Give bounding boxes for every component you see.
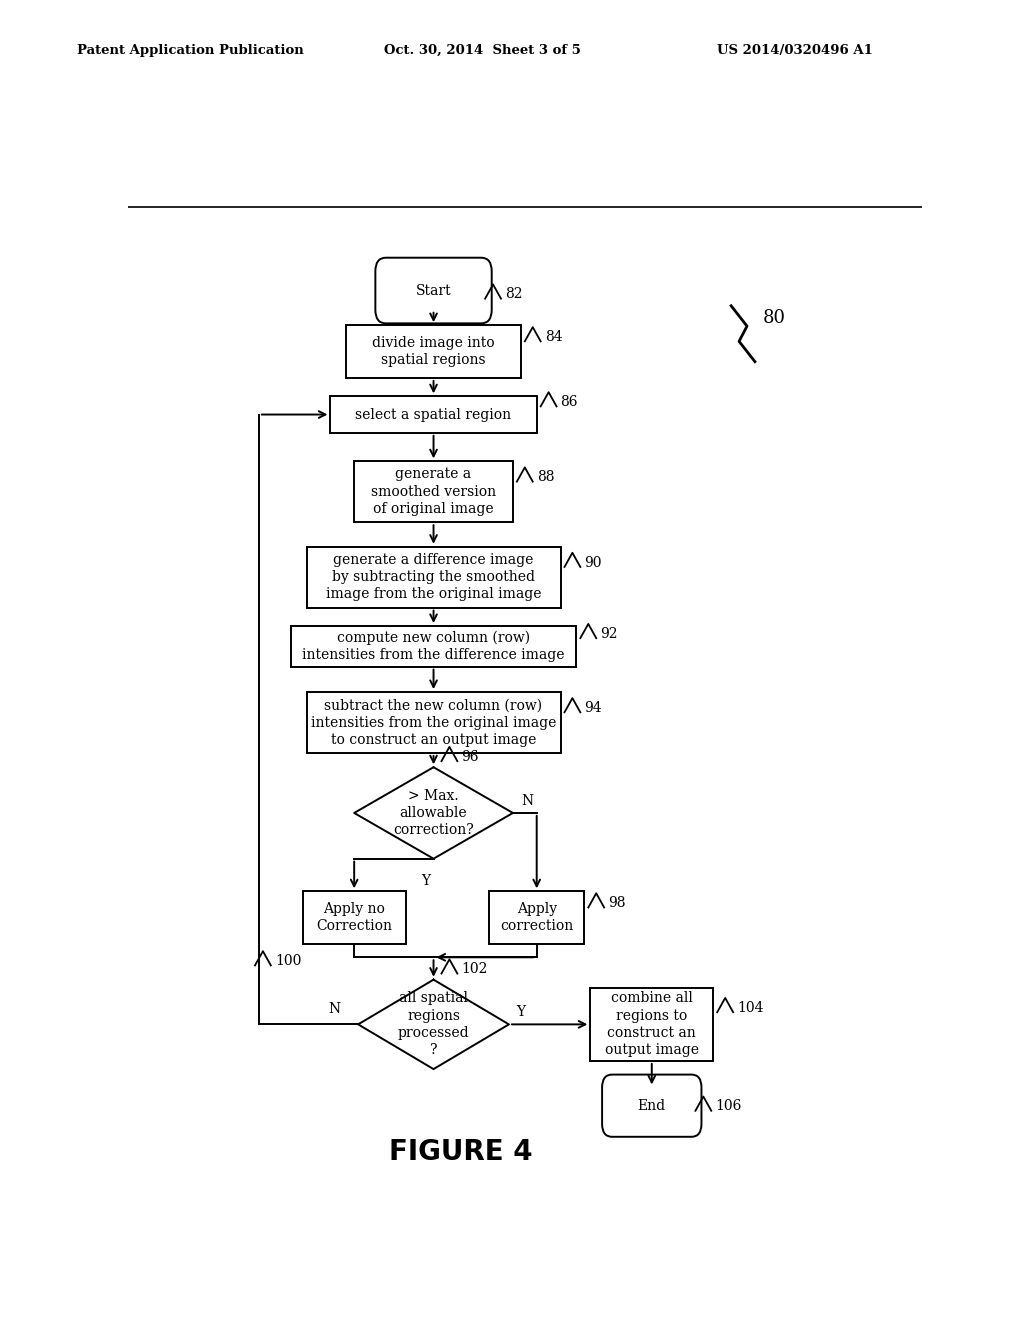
Text: generate a difference image
by subtracting the smoothed
image from the original : generate a difference image by subtracti… (326, 553, 542, 602)
Polygon shape (358, 979, 509, 1069)
Bar (489, 891, 585, 944)
Text: US 2014/0320496 A1: US 2014/0320496 A1 (717, 44, 872, 57)
Bar (590, 987, 714, 1061)
Text: 84: 84 (545, 330, 562, 345)
Bar (306, 692, 560, 752)
Text: End: End (638, 1098, 666, 1113)
Text: 80: 80 (763, 309, 785, 327)
Text: N: N (329, 1002, 340, 1016)
Text: divide image into
spatial regions: divide image into spatial regions (372, 335, 495, 367)
FancyBboxPatch shape (376, 257, 492, 323)
Text: 96: 96 (462, 750, 479, 764)
Text: all spatial
regions
processed
?: all spatial regions processed ? (397, 991, 469, 1057)
Text: 86: 86 (560, 395, 578, 409)
Text: Y: Y (421, 874, 430, 888)
Bar (346, 325, 521, 378)
Text: Patent Application Publication: Patent Application Publication (77, 44, 303, 57)
Text: 94: 94 (585, 701, 602, 715)
Text: Y: Y (516, 1005, 525, 1019)
Text: 100: 100 (274, 954, 301, 968)
Text: combine all
regions to
construct an
output image: combine all regions to construct an outp… (605, 991, 698, 1057)
Bar (291, 626, 577, 667)
Text: Start: Start (416, 284, 452, 297)
Text: 88: 88 (537, 470, 554, 484)
Text: generate a
smoothed version
of original image: generate a smoothed version of original … (371, 467, 496, 516)
Text: compute new column (row)
intensities from the difference image: compute new column (row) intensities fro… (302, 631, 565, 663)
FancyBboxPatch shape (602, 1074, 701, 1137)
Text: 106: 106 (716, 1100, 741, 1114)
Text: 82: 82 (505, 288, 522, 301)
Bar (303, 891, 406, 944)
Text: 92: 92 (600, 627, 617, 642)
Bar (354, 461, 513, 523)
Text: subtract the new column (row)
intensities from the original image
to construct a: subtract the new column (row) intensitie… (311, 698, 556, 747)
Text: > Max.
allowable
correction?: > Max. allowable correction? (393, 788, 474, 837)
Text: 104: 104 (737, 1001, 764, 1015)
Text: Oct. 30, 2014  Sheet 3 of 5: Oct. 30, 2014 Sheet 3 of 5 (384, 44, 581, 57)
Text: 98: 98 (608, 896, 626, 911)
Text: select a spatial region: select a spatial region (355, 408, 512, 421)
Text: Apply no
Correction: Apply no Correction (316, 902, 392, 933)
Text: 90: 90 (585, 556, 602, 570)
Text: 102: 102 (462, 962, 487, 977)
Bar (331, 396, 537, 433)
Text: Apply
correction: Apply correction (500, 902, 573, 933)
Bar (306, 546, 560, 607)
Text: N: N (521, 793, 534, 808)
Polygon shape (354, 767, 513, 859)
Text: FIGURE 4: FIGURE 4 (389, 1138, 534, 1167)
